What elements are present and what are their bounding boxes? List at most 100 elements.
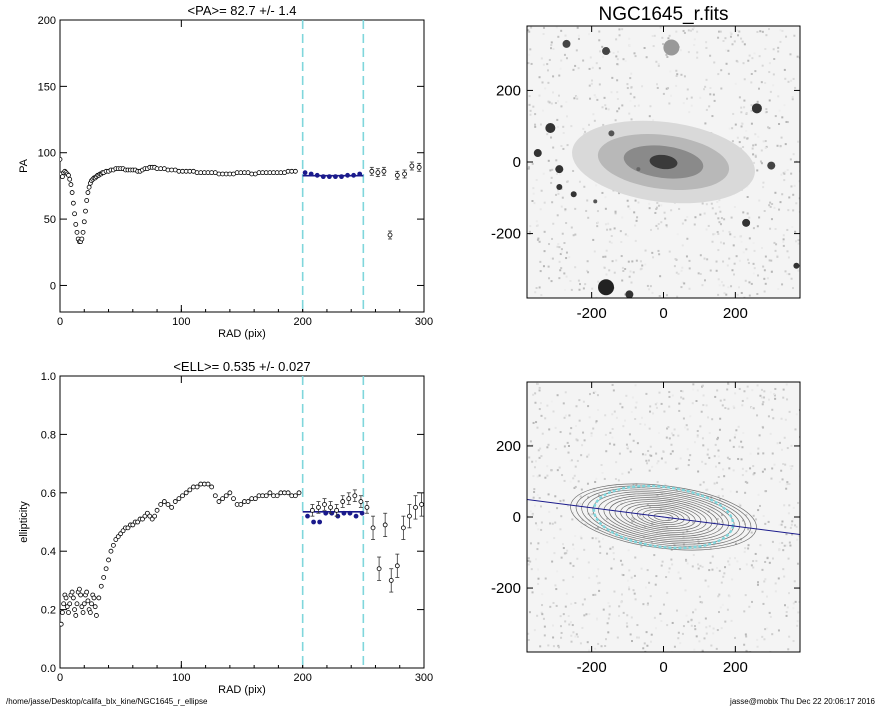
noise-speckle [538, 286, 541, 289]
noise-speckle [649, 506, 652, 509]
noise-speckle [607, 631, 610, 634]
noise-speckle [765, 145, 768, 148]
noise-speckle [537, 568, 540, 571]
noise-speckle [717, 73, 720, 76]
data-point [169, 504, 175, 510]
noise-speckle [618, 28, 621, 31]
noise-speckle [630, 118, 633, 121]
y-tick-label: 0 [513, 154, 521, 171]
noise-speckle [744, 547, 747, 550]
noise-speckle [610, 567, 613, 570]
noise-speckle [688, 459, 691, 462]
x-tick-label: -200 [577, 659, 607, 676]
noise-speckle [552, 75, 555, 78]
noise-speckle [664, 217, 667, 220]
noise-speckle [771, 452, 774, 455]
noise-speckle [792, 640, 795, 643]
noise-speckle [637, 104, 640, 107]
noise-speckle [552, 645, 555, 648]
noise-speckle [527, 632, 530, 635]
noise-speckle [550, 102, 553, 105]
noise-speckle [787, 648, 790, 651]
noise-speckle [703, 637, 706, 640]
noise-speckle [726, 388, 729, 391]
noise-speckle [603, 96, 606, 99]
data-point [296, 490, 302, 496]
noise-speckle [718, 498, 721, 501]
noise-speckle [655, 532, 658, 535]
data-point [67, 176, 73, 182]
noise-speckle [631, 260, 634, 263]
noise-speckle [730, 32, 733, 35]
y-tick-label: 50 [44, 214, 56, 226]
noise-speckle [550, 176, 553, 179]
noise-speckle [751, 57, 754, 60]
noise-speckle [791, 96, 794, 99]
noise-speckle [627, 205, 630, 208]
noise-speckle [685, 559, 688, 562]
noise-speckle [717, 293, 720, 296]
noise-speckle [752, 144, 755, 147]
data-point [353, 513, 359, 519]
noise-speckle [790, 172, 793, 175]
noise-speckle [548, 277, 551, 280]
noise-speckle [594, 96, 597, 99]
data-point [85, 598, 91, 604]
noise-speckle [738, 141, 741, 144]
noise-speckle [654, 211, 657, 214]
noise-speckle [737, 457, 740, 460]
data-point [68, 182, 74, 187]
noise-speckle [688, 287, 691, 290]
noise-speckle [720, 627, 723, 630]
noise-speckle [729, 233, 732, 236]
y-tick-label: 200 [38, 15, 56, 27]
noise-speckle [579, 502, 582, 505]
noise-speckle [739, 504, 742, 507]
noise-speckle [597, 280, 600, 283]
noise-speckle [564, 414, 567, 417]
noise-speckle [564, 620, 567, 623]
noise-speckle [621, 279, 624, 282]
noise-speckle [759, 544, 762, 547]
noise-speckle [686, 448, 689, 451]
noise-speckle [784, 526, 787, 529]
noise-speckle [743, 550, 746, 553]
noise-speckle [542, 109, 545, 112]
noise-speckle [528, 95, 531, 98]
noise-speckle [602, 608, 605, 611]
noise-speckle [761, 403, 764, 406]
noise-speckle [728, 467, 731, 470]
noise-speckle [788, 196, 791, 199]
noise-speckle [772, 73, 775, 76]
noise-speckle [639, 422, 642, 425]
noise-speckle [721, 603, 724, 606]
noise-speckle [537, 449, 540, 452]
noise-speckle [601, 191, 604, 194]
noise-speckle [596, 394, 599, 397]
noise-speckle [635, 219, 638, 222]
noise-speckle [680, 390, 683, 393]
noise-speckle [744, 480, 747, 483]
noise-speckle [537, 237, 540, 240]
noise-speckle [542, 172, 545, 175]
noise-speckle [698, 621, 701, 624]
noise-speckle [666, 55, 669, 58]
noise-speckle [699, 254, 702, 257]
noise-speckle [602, 123, 605, 126]
noise-speckle [596, 225, 599, 228]
noise-speckle [728, 557, 731, 560]
noise-speckle [592, 488, 595, 491]
noise-speckle [656, 201, 659, 204]
noise-speckle [656, 494, 659, 497]
noise-speckle [763, 290, 766, 293]
data-point [152, 513, 158, 519]
noise-speckle [675, 74, 678, 77]
noise-speckle [655, 452, 658, 455]
noise-speckle [534, 123, 537, 126]
noise-speckle [668, 395, 671, 398]
noise-speckle [662, 450, 665, 453]
noise-speckle [757, 135, 760, 138]
noise-speckle [576, 459, 579, 462]
noise-speckle [738, 259, 741, 262]
